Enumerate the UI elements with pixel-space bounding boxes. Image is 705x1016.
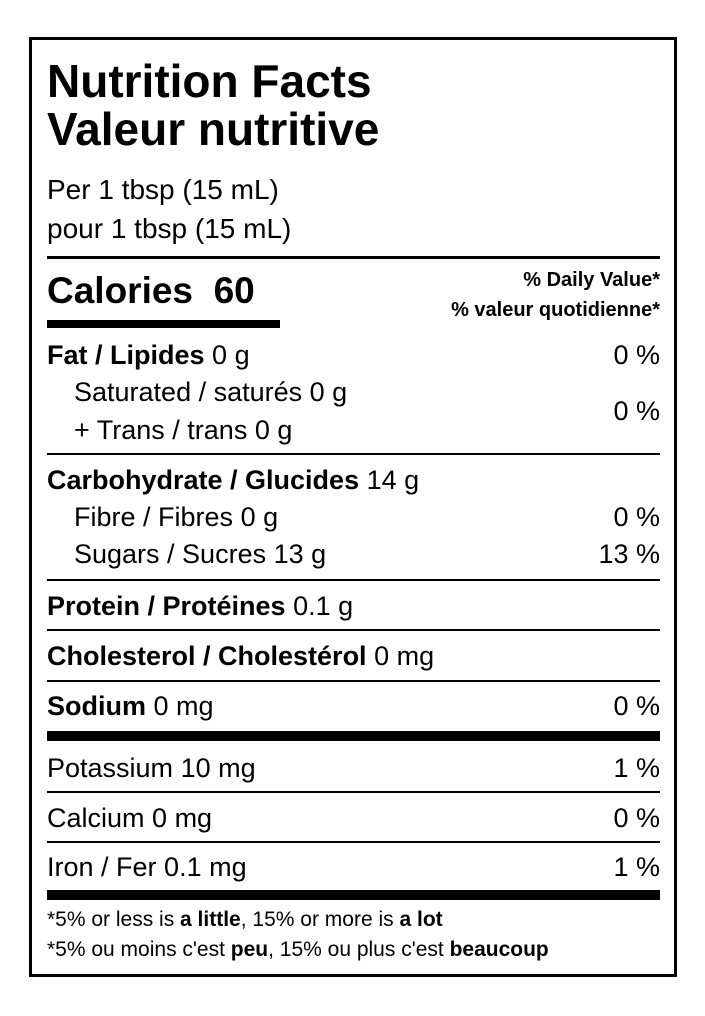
divider bbox=[47, 629, 660, 631]
title-fr: Valeur nutritive bbox=[47, 103, 380, 155]
fat-dv: 0 % bbox=[613, 340, 660, 370]
sugars-row: Sugars / Sucres 13 g bbox=[74, 539, 327, 569]
saturated-row: Saturated / saturés 0 g bbox=[74, 377, 348, 407]
calcium-dv: 0 % bbox=[613, 803, 660, 833]
potassium-dv: 1 % bbox=[613, 753, 660, 783]
footnote-en: *5% or less is a little, 15% or more is … bbox=[47, 908, 443, 931]
fibre-dv: 0 % bbox=[613, 502, 660, 532]
divider bbox=[47, 791, 660, 793]
serving-size-fr: pour 1 tbsp (15 mL) bbox=[47, 213, 292, 244]
sugars-dv: 13 % bbox=[598, 539, 660, 569]
divider bbox=[47, 579, 660, 581]
footnote-fr: *5% ou moins c'est peu, 15% ou plus c'es… bbox=[47, 938, 549, 961]
title-en: Nutrition Facts bbox=[47, 55, 372, 107]
iron-dv: 1 % bbox=[613, 852, 660, 882]
divider bbox=[47, 453, 660, 455]
fat-row: Fat / Lipides 0 g bbox=[47, 340, 250, 370]
sodium-dv: 0 % bbox=[613, 691, 660, 721]
protein-row: Protein / Protéines 0.1 g bbox=[47, 591, 354, 621]
iron-row: Iron / Fer 0.1 mg bbox=[47, 852, 247, 882]
daily-value-en: % Daily Value* bbox=[523, 269, 660, 291]
carbohydrate-row: Carbohydrate / Glucides 14 g bbox=[47, 465, 420, 495]
divider bbox=[47, 841, 660, 843]
calories: Calories 60 bbox=[47, 271, 255, 311]
nutrition-facts-label: Nutrition Facts Valeur nutritive Per 1 t… bbox=[29, 37, 677, 977]
trans-row: + Trans / trans 0 g bbox=[74, 415, 293, 445]
calories-value: 60 bbox=[213, 270, 255, 311]
serving-size-en: Per 1 tbsp (15 mL) bbox=[47, 174, 279, 205]
thick-divider bbox=[47, 890, 660, 900]
thick-divider bbox=[47, 731, 660, 741]
calories-bar bbox=[47, 320, 280, 328]
sat-trans-dv: 0 % bbox=[613, 396, 660, 426]
divider bbox=[47, 680, 660, 682]
sodium-row: Sodium 0 mg bbox=[47, 691, 214, 721]
daily-value-fr: % valeur quotidienne* bbox=[451, 299, 660, 321]
divider bbox=[47, 256, 660, 259]
calories-label: Calories bbox=[47, 270, 194, 311]
cholesterol-row: Cholesterol / Cholestérol 0 mg bbox=[47, 641, 435, 671]
potassium-row: Potassium 10 mg bbox=[47, 753, 256, 783]
calcium-row: Calcium 0 mg bbox=[47, 803, 213, 833]
fibre-row: Fibre / Fibres 0 g bbox=[74, 502, 279, 532]
